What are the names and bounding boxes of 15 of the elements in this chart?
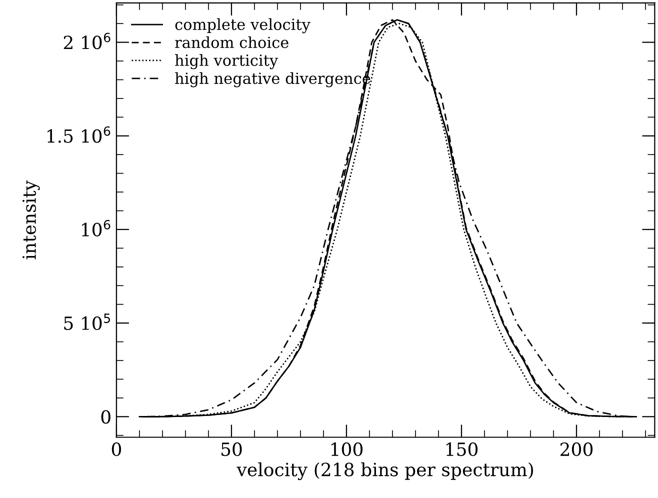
y-axis-title: intensity bbox=[22, 180, 40, 260]
legend-label: high vorticity bbox=[175, 54, 278, 70]
y-tick-label: 1.5 10$^{6}$ bbox=[48, 126, 110, 143]
x-tick-label: 100 bbox=[331, 442, 363, 456]
y-tick-label: 2 10$^{6}$ bbox=[64, 32, 110, 50]
x-tick-label: 150 bbox=[446, 442, 478, 456]
y-tick-label: 10$^{6}$ bbox=[82, 220, 110, 236]
legend-label: random choice bbox=[175, 36, 288, 48]
legend-label: complete velocity bbox=[175, 18, 310, 34]
x-tick-label: 200 bbox=[560, 442, 593, 456]
y-tick-label: 0 bbox=[101, 410, 110, 424]
x-axis-title: velocity (218 bins per spectrum) bbox=[236, 462, 534, 480]
x-tick-label: 0 bbox=[112, 442, 122, 456]
x-tick-label: 50 bbox=[222, 442, 242, 456]
y-tick-label: 5 10$^{5}$ bbox=[64, 314, 110, 330]
